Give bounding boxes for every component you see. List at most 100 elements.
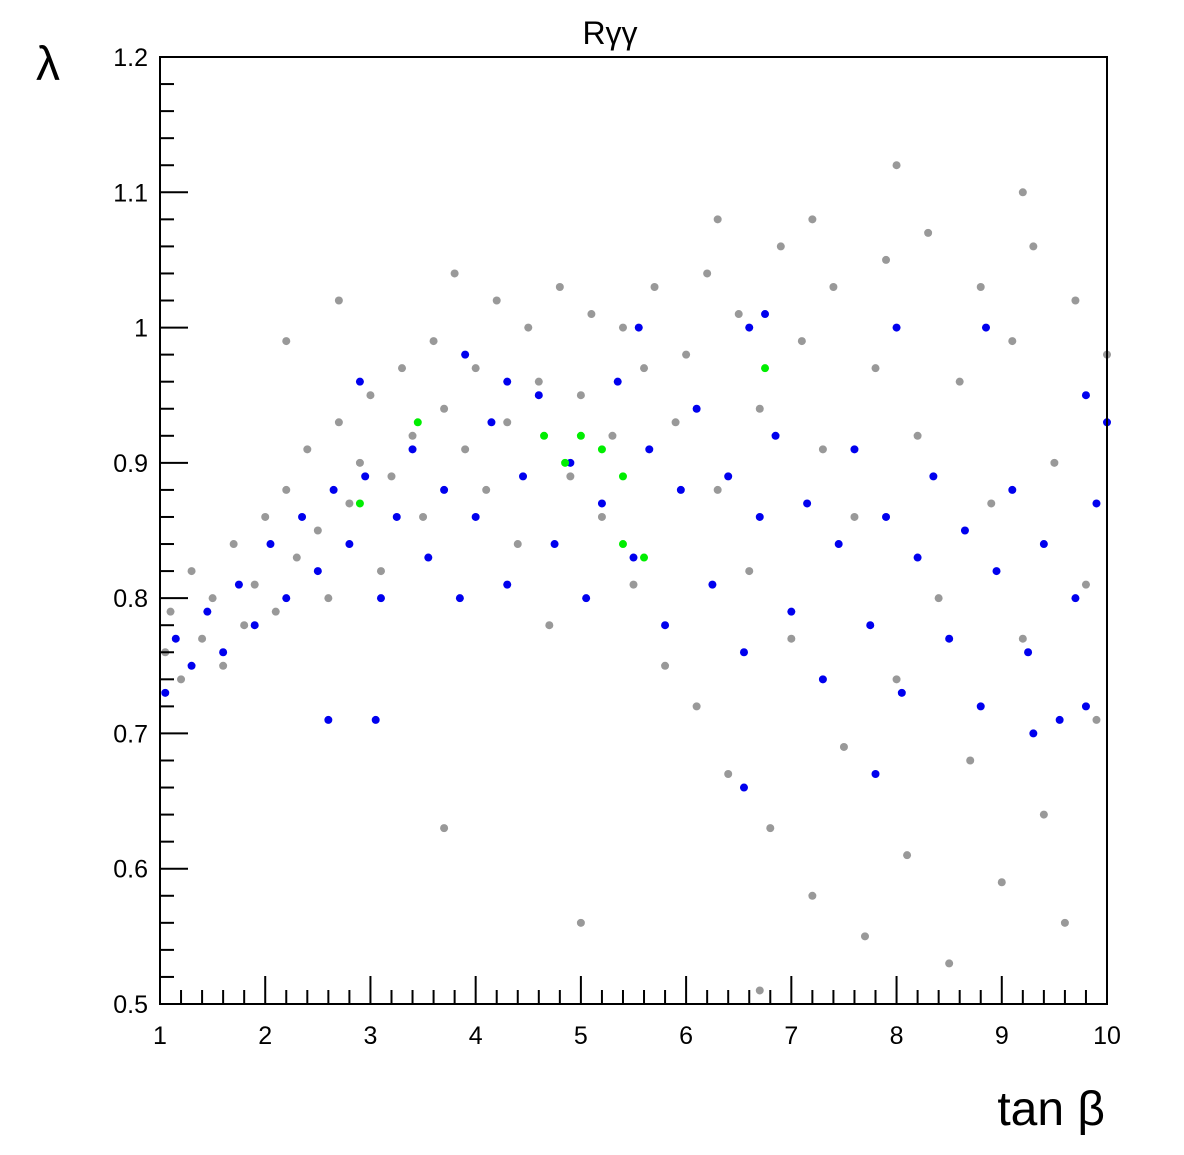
scatter-point-blue xyxy=(345,540,354,549)
scatter-point-blue xyxy=(745,323,754,332)
scatter-point-grey xyxy=(1060,918,1069,927)
x-axis-title: tan β xyxy=(997,1083,1105,1136)
scatter-point-grey xyxy=(461,445,470,454)
scatter-point-blue xyxy=(976,702,985,711)
scatter-point-blue xyxy=(376,594,385,603)
x-tick-label: 4 xyxy=(469,1022,483,1050)
scatter-point-grey xyxy=(282,337,291,346)
scatter-point-blue xyxy=(171,634,180,643)
scatter-point-grey xyxy=(892,161,901,170)
scatter-point-green xyxy=(540,431,549,440)
scatter-point-blue xyxy=(1008,485,1017,494)
scatter-point-blue xyxy=(187,661,196,670)
scatter-point-grey xyxy=(1050,458,1059,467)
scatter-point-blue xyxy=(871,770,880,779)
x-tick-label: 6 xyxy=(679,1022,693,1050)
y-tick-label: 1.1 xyxy=(113,179,148,207)
scatter-point-grey xyxy=(850,512,859,521)
scatter-point-grey xyxy=(713,215,722,224)
scatter-point-blue xyxy=(850,445,859,454)
scatter-point-grey xyxy=(745,567,754,576)
y-tick-label: 0.8 xyxy=(113,585,148,613)
scatter-point-blue xyxy=(897,688,906,697)
scatter-point-grey xyxy=(376,567,385,576)
scatter-point-green xyxy=(355,499,364,508)
scatter-point-grey xyxy=(913,431,922,440)
scatter-point-grey xyxy=(366,391,375,400)
scatter-point-blue xyxy=(803,499,812,508)
scatter-point-grey xyxy=(440,404,449,413)
scatter-point-blue xyxy=(455,594,464,603)
scatter-point-grey xyxy=(261,512,270,521)
scatter-point-grey xyxy=(829,282,838,291)
scatter-point-grey xyxy=(1008,337,1017,346)
scatter-point-blue xyxy=(266,540,275,549)
scatter-point-blue xyxy=(724,472,733,481)
scatter-point-blue xyxy=(981,323,990,332)
data-points xyxy=(161,161,1111,995)
scatter-point-grey xyxy=(419,512,428,521)
scatter-point-grey xyxy=(860,932,869,941)
scatter-point-blue xyxy=(1071,594,1080,603)
scatter-point-blue xyxy=(771,431,780,440)
scatter-point-grey xyxy=(524,323,533,332)
scatter-point-blue xyxy=(661,621,670,630)
scatter-point-blue xyxy=(392,512,401,521)
x-tick-label: 8 xyxy=(890,1022,904,1050)
scatter-point-blue xyxy=(487,418,496,427)
scatter-point-green xyxy=(618,472,627,481)
x-tick-label: 5 xyxy=(574,1022,588,1050)
scatter-point-grey xyxy=(882,255,891,264)
scatter-point-grey xyxy=(271,607,280,616)
scatter-point-grey xyxy=(703,269,712,278)
scatter-point-grey xyxy=(997,878,1006,887)
scatter-point-grey xyxy=(976,282,985,291)
scatter-point-grey xyxy=(945,959,954,968)
scatter-point-grey xyxy=(576,391,585,400)
scatter-point-green xyxy=(576,431,585,440)
scatter-point-grey xyxy=(966,756,975,765)
scatter-point-blue xyxy=(1081,702,1090,711)
scatter-point-blue xyxy=(866,621,875,630)
scatter-point-grey xyxy=(797,337,806,346)
scatter-point-grey xyxy=(903,851,912,860)
plot-frame xyxy=(159,56,1108,1005)
scatter-point-grey xyxy=(724,770,733,779)
scatter-point-grey xyxy=(503,418,512,427)
x-tick-label: 3 xyxy=(363,1022,377,1050)
scatter-point-blue xyxy=(597,499,606,508)
scatter-point-grey xyxy=(839,742,848,751)
scatter-point-grey xyxy=(808,215,817,224)
scatter-point-grey xyxy=(313,526,322,535)
scatter-point-grey xyxy=(355,458,364,467)
y-tick-label: 0.9 xyxy=(113,450,148,478)
scatter-point-green xyxy=(413,418,422,427)
scatter-point-blue xyxy=(461,350,470,359)
scatter-point-grey xyxy=(440,824,449,833)
scatter-point-blue xyxy=(361,472,370,481)
scatter-point-grey xyxy=(450,269,459,278)
scatter-point-blue xyxy=(755,512,764,521)
scatter-point-grey xyxy=(808,891,817,900)
scatter-point-blue xyxy=(582,594,591,603)
scatter-point-grey xyxy=(555,282,564,291)
scatter-point-blue xyxy=(203,607,212,616)
scatter-point-blue xyxy=(834,540,843,549)
scatter-point-grey xyxy=(934,594,943,603)
scatter-point-blue xyxy=(424,553,433,562)
scatter-point-grey xyxy=(661,661,670,670)
scatter-point-grey xyxy=(345,499,354,508)
scatter-point-grey xyxy=(955,377,964,386)
scatter-point-grey xyxy=(566,472,575,481)
scatter-point-grey xyxy=(818,445,827,454)
scatter-point-grey xyxy=(187,567,196,576)
scatter-point-blue xyxy=(992,567,1001,576)
scatter-point-grey xyxy=(250,580,259,589)
scatter-point-grey xyxy=(408,431,417,440)
scatter-point-blue xyxy=(503,377,512,386)
scatter-point-blue xyxy=(519,472,528,481)
scatter-point-grey xyxy=(682,350,691,359)
scatter-point-blue xyxy=(929,472,938,481)
scatter-point-blue xyxy=(1039,540,1048,549)
